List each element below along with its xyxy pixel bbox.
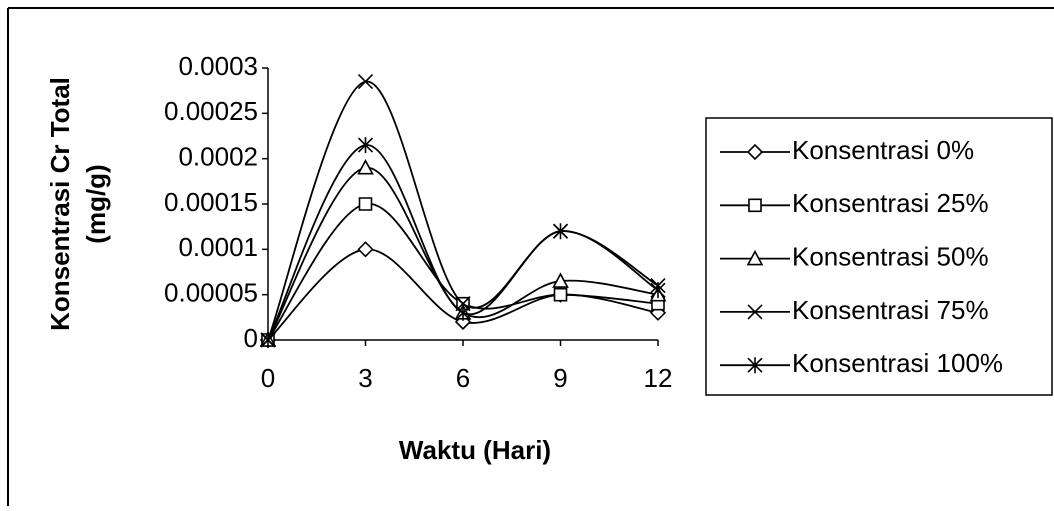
y-axis-title: Konsentrasi Cr Total xyxy=(45,77,75,331)
page: {"chart_data": {"type": "line", "y_label… xyxy=(0,0,1054,506)
x-tick-label: 6 xyxy=(456,363,470,393)
chart: Waktu (Hari) Konsentrasi Cr Total (mg/g)… xyxy=(0,0,1054,506)
y-axis-title: (mg/g) xyxy=(81,164,111,243)
x-tick-label: 3 xyxy=(358,363,372,393)
legend-label: Konsentrasi 50% xyxy=(792,241,989,271)
x-tick-label: 12 xyxy=(644,363,673,393)
data-point xyxy=(359,242,373,256)
y-tick-label: 0.00005 xyxy=(164,278,258,308)
y-tick-label: 0.0003 xyxy=(178,51,258,81)
data-point xyxy=(555,289,567,301)
legend-label: Konsentrasi 25% xyxy=(792,188,989,218)
y-tick-label: 0.0001 xyxy=(178,232,258,262)
legend-marker xyxy=(749,199,761,211)
x-tick-label: 0 xyxy=(261,363,275,393)
legend-label: Konsentrasi 0% xyxy=(792,135,974,165)
y-tick-label: 0.00015 xyxy=(164,187,258,217)
x-tick-label: 9 xyxy=(553,363,567,393)
y-tick-label: 0.00025 xyxy=(164,96,258,126)
y-tick-label: 0 xyxy=(244,323,258,353)
x-axis-title: Waktu (Hari) xyxy=(399,435,551,465)
data-point xyxy=(456,305,470,321)
y-tick-label: 0.0002 xyxy=(178,142,258,172)
data-point xyxy=(360,198,372,210)
legend-label: Konsentrasi 100% xyxy=(792,348,1003,378)
legend-label: Konsentrasi 75% xyxy=(792,295,989,325)
